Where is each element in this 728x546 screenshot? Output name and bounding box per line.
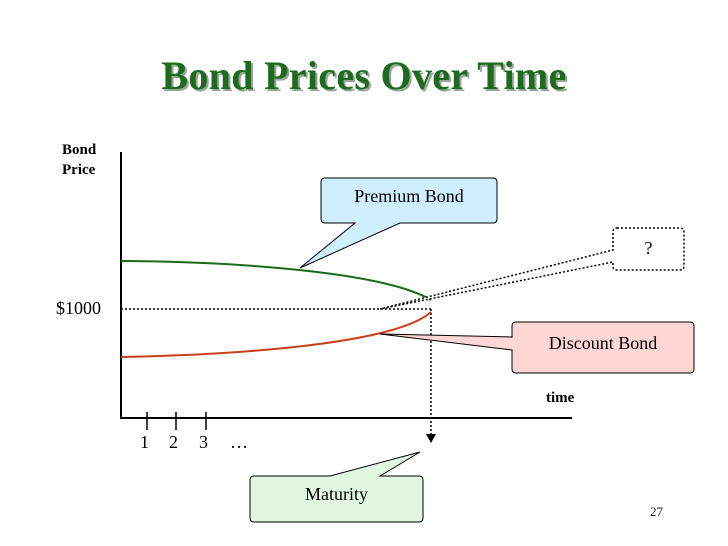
discount-bond-curve: [120, 311, 432, 358]
tick-label-1: 1: [140, 432, 149, 452]
premium-bond-label: Premium Bond: [354, 186, 464, 206]
discount-callout-bubble: [379, 321, 695, 374]
x-axis-label: time: [546, 390, 575, 406]
y-axis-label-line1: Bond: [62, 142, 97, 158]
maturity-label: Maturity: [305, 484, 368, 504]
discount-bond-label: Discount Bond: [548, 333, 658, 353]
tick-ellipsis: …: [230, 432, 248, 452]
par-value-label: $1000: [56, 298, 101, 318]
tick-label-2: 2: [169, 432, 178, 452]
slide-number: 27: [650, 504, 663, 519]
maturity-callout-bubble: [249, 451, 424, 523]
premium-callout-bubble: [299, 177, 498, 269]
tick-label-3: 3: [199, 432, 208, 452]
question-callout-bubble: [379, 227, 685, 310]
y-axis-label: Bond Price: [62, 140, 96, 180]
premium-bond-curve: [120, 260, 432, 301]
slide-title: Bond Prices Over Time: [161, 53, 567, 98]
question-label: ?: [644, 238, 653, 258]
maturity-arrowhead: [426, 434, 436, 443]
y-axis-label-line2: Price: [62, 162, 96, 178]
